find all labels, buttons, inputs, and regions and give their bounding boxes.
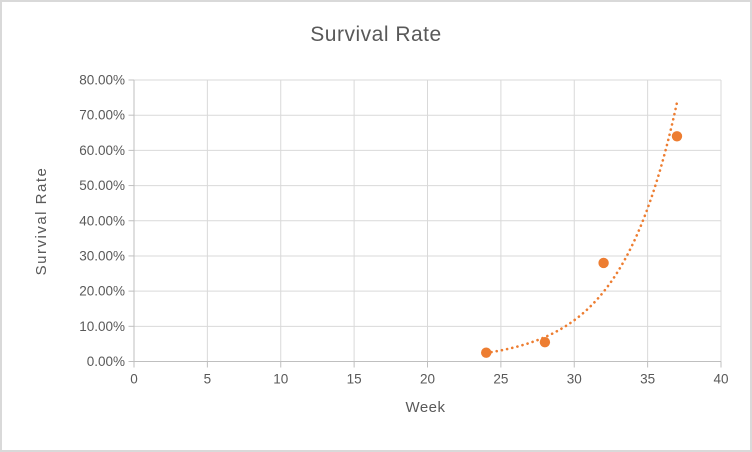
x-tick-label: 25	[493, 372, 508, 387]
x-tick-label: 5	[204, 372, 212, 387]
y-tick-label: 80.00%	[79, 73, 125, 88]
x-tick-label: 15	[347, 372, 362, 387]
x-tick-label: 30	[567, 372, 582, 387]
y-tick-label: 0.00%	[87, 354, 125, 369]
y-tick-label: 70.00%	[79, 108, 125, 123]
y-tick-label: 40.00%	[79, 213, 125, 228]
trendline	[484, 97, 680, 355]
x-tick-label: 20	[420, 372, 435, 387]
y-tick-label: 20.00%	[79, 284, 125, 299]
y-tick-label: 50.00%	[79, 178, 125, 193]
x-tick-label: 0	[130, 372, 138, 387]
data-point	[598, 257, 609, 269]
data-point	[481, 347, 492, 358]
y-tick-label: 60.00%	[79, 143, 125, 158]
data-point	[671, 131, 683, 142]
y-tick-label: 30.00%	[79, 248, 125, 263]
x-tick-label: 40	[713, 372, 728, 387]
x-tick-label: 10	[273, 372, 288, 387]
data-point	[539, 336, 551, 348]
chart-title: Survival Rate	[310, 23, 442, 46]
x-tick-label: 35	[640, 372, 655, 387]
y-axis-title: Survival Rate	[33, 166, 50, 276]
y-tick-label: 10.00%	[79, 319, 125, 334]
x-axis-title: Week	[405, 399, 446, 416]
